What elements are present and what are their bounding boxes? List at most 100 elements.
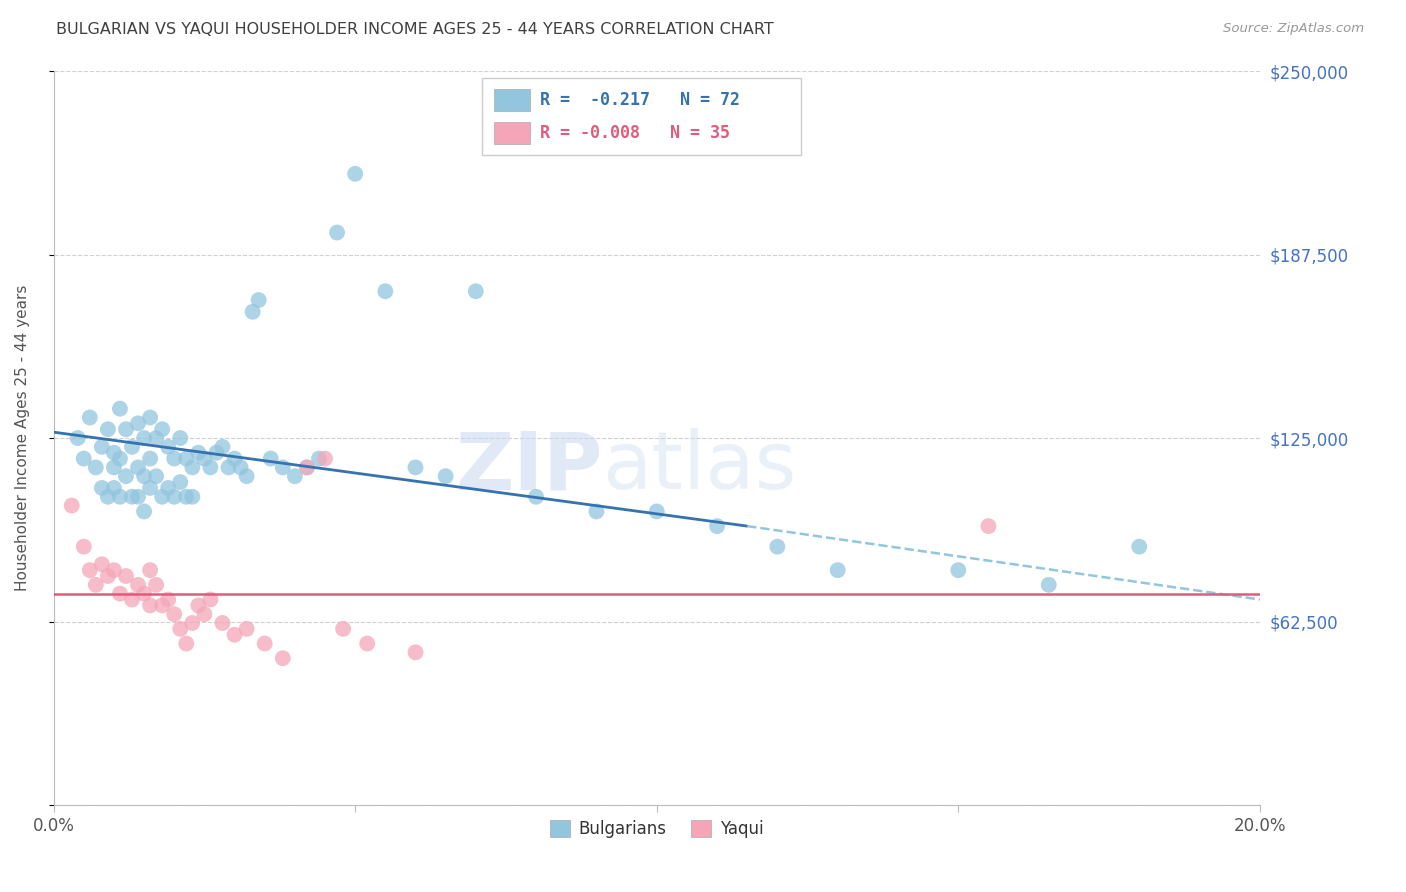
Point (103, 563, 125, 577)
Point (90, 440, 112, 454)
Point (108, 401, 131, 416)
Point (163, 451, 186, 466)
Point (405, 460, 427, 475)
Point (145, 469, 167, 483)
Point (308, 451, 330, 466)
Point (977, 519, 1000, 533)
Point (103, 446, 125, 460)
Point (121, 440, 143, 454)
FancyBboxPatch shape (482, 78, 801, 155)
Point (405, 645, 427, 659)
Point (374, 285, 396, 299)
Point (84, 460, 107, 475)
Point (139, 410, 162, 425)
Point (1038, 578, 1060, 592)
Point (127, 578, 149, 592)
Point (211, 440, 233, 454)
Point (132, 504, 155, 518)
Point (295, 460, 318, 475)
Point (200, 460, 222, 475)
Point (90, 481, 112, 495)
Point (139, 599, 162, 613)
Point (127, 490, 149, 504)
Point (224, 628, 246, 642)
Point (253, 636, 276, 650)
Point (181, 460, 204, 475)
Point (150, 422, 173, 436)
Point (187, 599, 209, 613)
Point (139, 481, 162, 495)
Point (176, 451, 198, 466)
Point (163, 607, 186, 622)
Point (79, 563, 101, 577)
Point (176, 636, 198, 650)
Point (271, 651, 294, 665)
Point (247, 293, 270, 307)
Point (181, 490, 204, 504)
Y-axis label: Householder Income Ages 25 - 44 years: Householder Income Ages 25 - 44 years (15, 285, 30, 591)
Point (326, 226, 349, 240)
Point (121, 490, 143, 504)
Text: atlas: atlas (602, 428, 797, 507)
Point (332, 622, 354, 636)
Point (139, 451, 162, 466)
Point (132, 469, 155, 483)
Point (295, 460, 318, 475)
Point (200, 592, 222, 607)
Point (60, 499, 83, 513)
Point (115, 569, 138, 583)
Point (193, 607, 215, 622)
Point (157, 440, 180, 454)
Point (150, 490, 173, 504)
Point (121, 592, 143, 607)
Text: Source: ZipAtlas.com: Source: ZipAtlas.com (1223, 22, 1364, 36)
Point (115, 469, 138, 483)
Point (73, 451, 96, 466)
Point (235, 622, 257, 636)
Point (103, 481, 125, 495)
Point (127, 460, 149, 475)
Point (157, 481, 180, 495)
Point (229, 460, 252, 475)
Point (524, 490, 547, 504)
Point (181, 615, 204, 630)
Point (205, 446, 228, 460)
Point (260, 451, 283, 466)
Point (115, 422, 138, 436)
Point (827, 563, 849, 577)
Point (434, 469, 457, 483)
Point (284, 469, 307, 483)
Point (464, 285, 486, 299)
Text: ZIP: ZIP (456, 428, 602, 507)
Point (145, 578, 167, 592)
FancyBboxPatch shape (494, 122, 530, 145)
Point (84, 578, 107, 592)
Point (163, 490, 186, 504)
Point (193, 451, 215, 466)
Point (706, 519, 728, 533)
Point (1128, 540, 1150, 554)
Point (356, 636, 378, 650)
Point (169, 475, 191, 489)
Point (235, 469, 257, 483)
Point (66, 431, 89, 445)
Point (169, 431, 191, 445)
Point (224, 451, 246, 466)
Text: R =  -0.217   N = 72: R = -0.217 N = 72 (540, 91, 740, 110)
Point (139, 563, 162, 577)
Point (314, 451, 336, 466)
Point (132, 431, 155, 445)
Point (157, 592, 180, 607)
Point (103, 460, 125, 475)
Point (187, 446, 209, 460)
Point (97, 490, 120, 504)
Point (108, 451, 131, 466)
Point (948, 563, 970, 577)
Point (242, 305, 264, 319)
Point (766, 540, 789, 554)
Point (218, 460, 240, 475)
Point (150, 599, 173, 613)
Point (97, 569, 120, 583)
Point (169, 622, 191, 636)
Point (73, 540, 96, 554)
